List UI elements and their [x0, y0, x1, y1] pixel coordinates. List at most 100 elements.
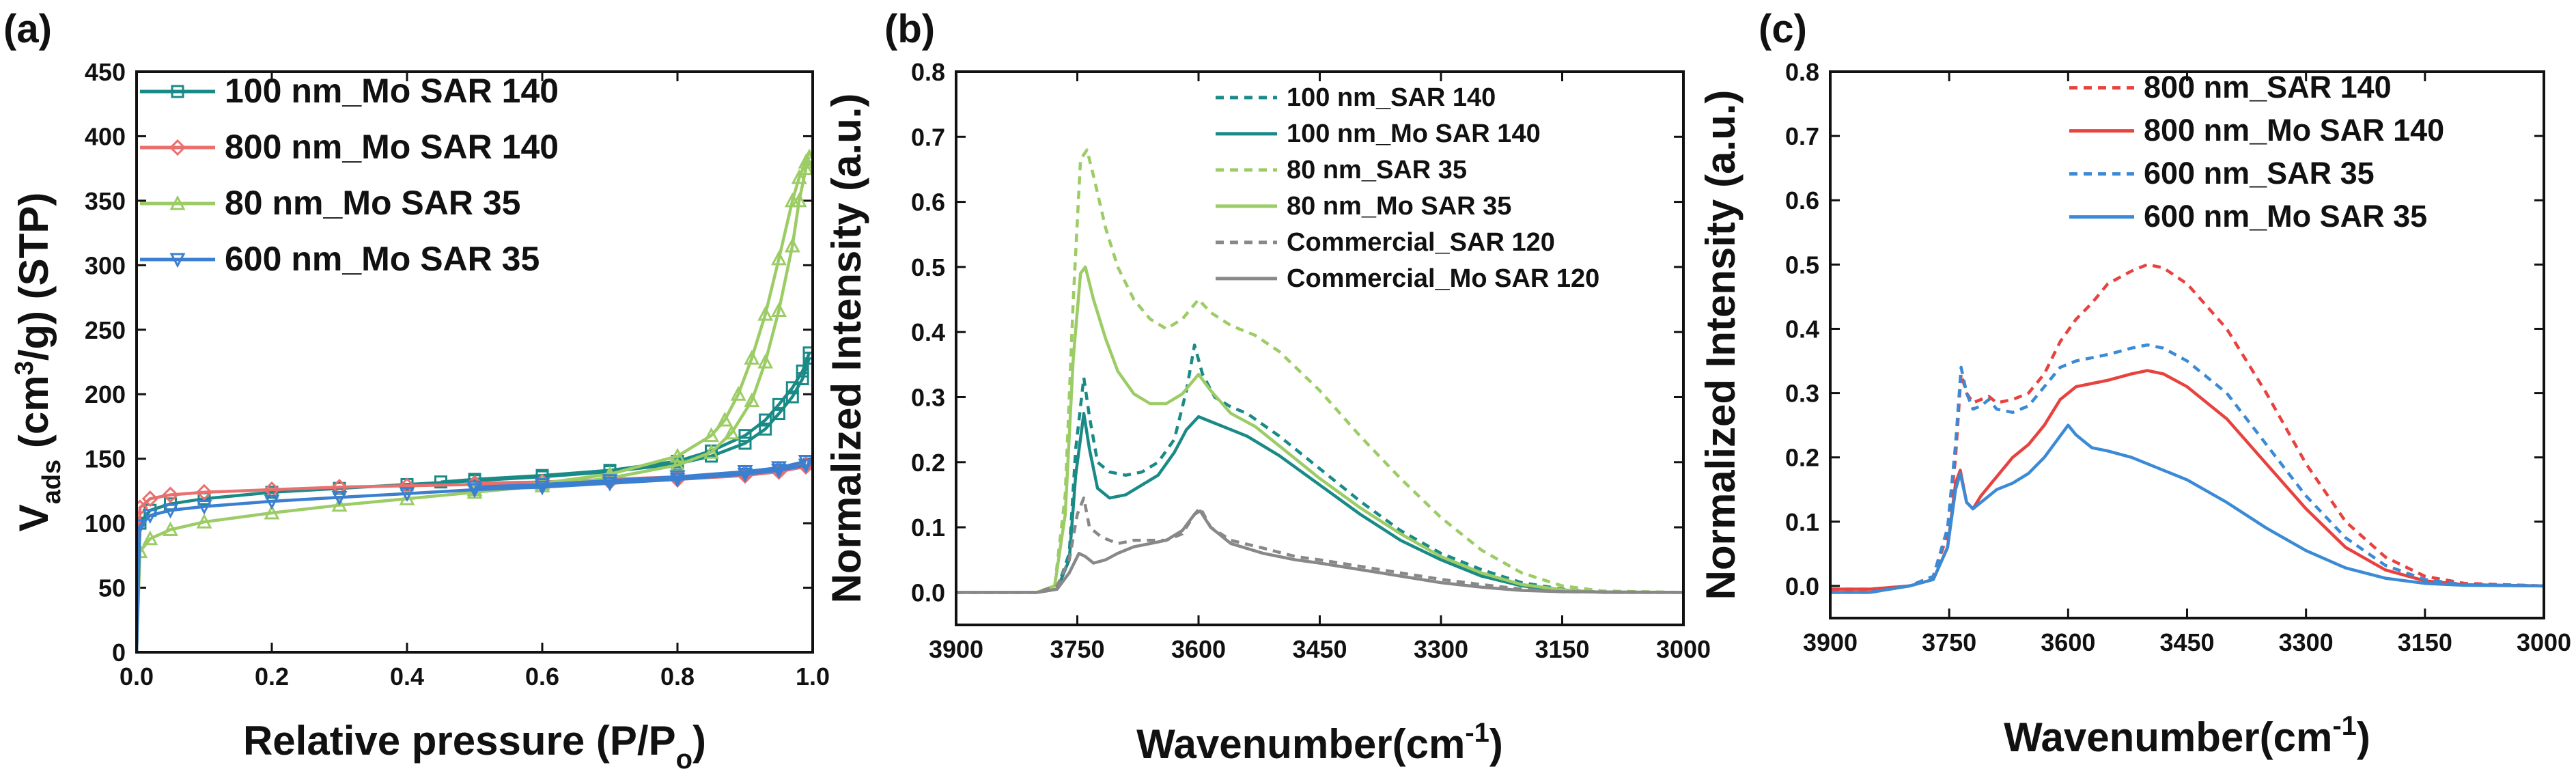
plot-frame — [1829, 70, 2545, 619]
series-2 — [1830, 343, 2544, 594]
data-point — [744, 350, 760, 365]
data-point — [163, 521, 178, 537]
legend-label: 800 nm_Mo SAR 140 — [2144, 113, 2444, 148]
x-axis-title: Wavenumber(cm-1) — [2004, 711, 2370, 760]
data-point — [162, 486, 179, 503]
series-line — [956, 509, 1683, 594]
series-2 — [137, 148, 813, 652]
data-point — [602, 474, 618, 489]
data-point — [534, 477, 550, 493]
series-line — [956, 412, 1683, 594]
plot-frame — [135, 70, 814, 654]
series-3 — [1830, 423, 2544, 594]
y-tick-label: 0.4 — [911, 318, 945, 346]
data-point — [798, 154, 813, 169]
y-tick-label: 150 — [85, 445, 126, 473]
y-tick-label: 0.0 — [1785, 572, 1819, 600]
legend: 800 nm_SAR 140 800 nm_Mo SAR 140 600 nm_SA… — [2069, 70, 2444, 234]
x-tick-label: 3150 — [1535, 635, 1589, 663]
legend-label: Commercial_SAR 120 — [1287, 228, 1555, 257]
y-tick-label: 0.2 — [1785, 444, 1819, 472]
x-tick-label: 3300 — [2279, 628, 2334, 656]
data-point — [331, 479, 348, 496]
x-tick-label: 3750 — [1050, 635, 1104, 663]
data-point — [757, 305, 774, 321]
series-line — [1830, 343, 2544, 594]
data-point — [142, 530, 158, 546]
y-tick-label: 100 — [85, 509, 126, 537]
data-point — [796, 372, 809, 386]
y-tick-label: 50 — [98, 574, 126, 602]
series-line — [474, 156, 811, 492]
legend-label: 100 nm_Mo SAR 140 — [225, 72, 559, 110]
panel-label: (a) — [3, 7, 52, 51]
legend-label: 100 nm_SAR 140 — [1287, 83, 1496, 112]
x-tick-label: 0.6 — [525, 662, 559, 690]
data-point — [331, 490, 348, 506]
legend-marker — [169, 195, 186, 210]
series-line — [474, 460, 807, 489]
data-point — [785, 381, 799, 395]
data-point — [466, 480, 483, 496]
series-line — [956, 148, 1683, 594]
x-tick-label: 0.2 — [255, 662, 289, 690]
data-point — [466, 483, 483, 499]
series-line — [1830, 423, 2544, 594]
legend: 100 nm_Mo SAR 140 800 nm_Mo SAR 140 80 nm_… — [140, 72, 559, 278]
y-tick-label: 0.5 — [911, 253, 945, 281]
series-0 — [956, 343, 1683, 594]
y-tick-label: 0.2 — [911, 449, 945, 477]
data-point — [785, 390, 799, 404]
y-tick-label: 0.8 — [1785, 58, 1819, 86]
y-tick-label: 0.3 — [911, 383, 945, 411]
legend-label: 100 nm_Mo SAR 140 — [1287, 120, 1541, 148]
data-point — [771, 302, 787, 317]
data-point — [141, 490, 158, 507]
data-point — [771, 461, 787, 477]
series-line — [137, 463, 807, 652]
series-1 — [956, 412, 1683, 594]
x-tick-label: 3000 — [2517, 628, 2571, 656]
data-point — [798, 458, 813, 474]
panel-label: (b) — [884, 7, 935, 51]
panel-1: (b) 3900 3750 3600 3450 3300 3150 3000 0.0 0.1 0.2… — [824, 7, 1711, 767]
data-point — [163, 503, 178, 519]
y-tick-label: 0.7 — [1785, 122, 1819, 150]
series-0 — [1830, 263, 2544, 591]
y-tick-label: 0.6 — [911, 188, 945, 217]
y-tick-label: 250 — [85, 316, 126, 344]
y-tick-label: 0.0 — [911, 578, 945, 606]
data-point — [703, 444, 719, 459]
x-tick-label: 0.8 — [660, 662, 695, 690]
data-point — [264, 494, 280, 510]
y-axis-title: Normalized Intensity (a.u.) — [1698, 90, 1744, 600]
x-tick-label: 3600 — [2041, 628, 2095, 656]
legend-marker — [169, 139, 186, 156]
data-point — [757, 353, 774, 369]
series-3 — [137, 454, 813, 652]
y-axis-title: Vads (cm3/g) (STP) — [10, 193, 66, 532]
y-tick-label: 0.4 — [1785, 315, 1819, 343]
data-point — [399, 490, 415, 505]
legend-label: Commercial_Mo SAR 120 — [1287, 264, 1599, 293]
series-line — [1830, 263, 2544, 591]
data-point — [738, 429, 752, 443]
y-tick-label: 0 — [112, 639, 126, 667]
y-axis-title: Normalized Intensity (a.u.) — [824, 94, 869, 604]
legend-label: 800 nm_Mo SAR 140 — [225, 128, 559, 166]
panel-0: (a) 0.0 0.2 0.4 0.6 0.8 1.0 0 50 100 150 200 250 300 3… — [3, 7, 830, 774]
y-tick-label: 350 — [85, 187, 126, 215]
legend-label: 800 nm_SAR 140 — [2144, 70, 2392, 104]
plot-frame — [955, 70, 1685, 626]
legend-label: 600 nm_SAR 35 — [2144, 156, 2375, 191]
panel-label: (c) — [1759, 7, 1807, 51]
data-point — [772, 397, 785, 411]
x-tick-label: 3600 — [1171, 635, 1226, 663]
legend-label: 600 nm_Mo SAR 35 — [2144, 199, 2427, 234]
series-line — [440, 352, 811, 484]
series-0 — [137, 346, 813, 652]
data-point — [784, 237, 800, 253]
y-tick-label: 0.7 — [911, 123, 945, 151]
data-point — [703, 427, 719, 443]
series-line — [956, 343, 1683, 594]
